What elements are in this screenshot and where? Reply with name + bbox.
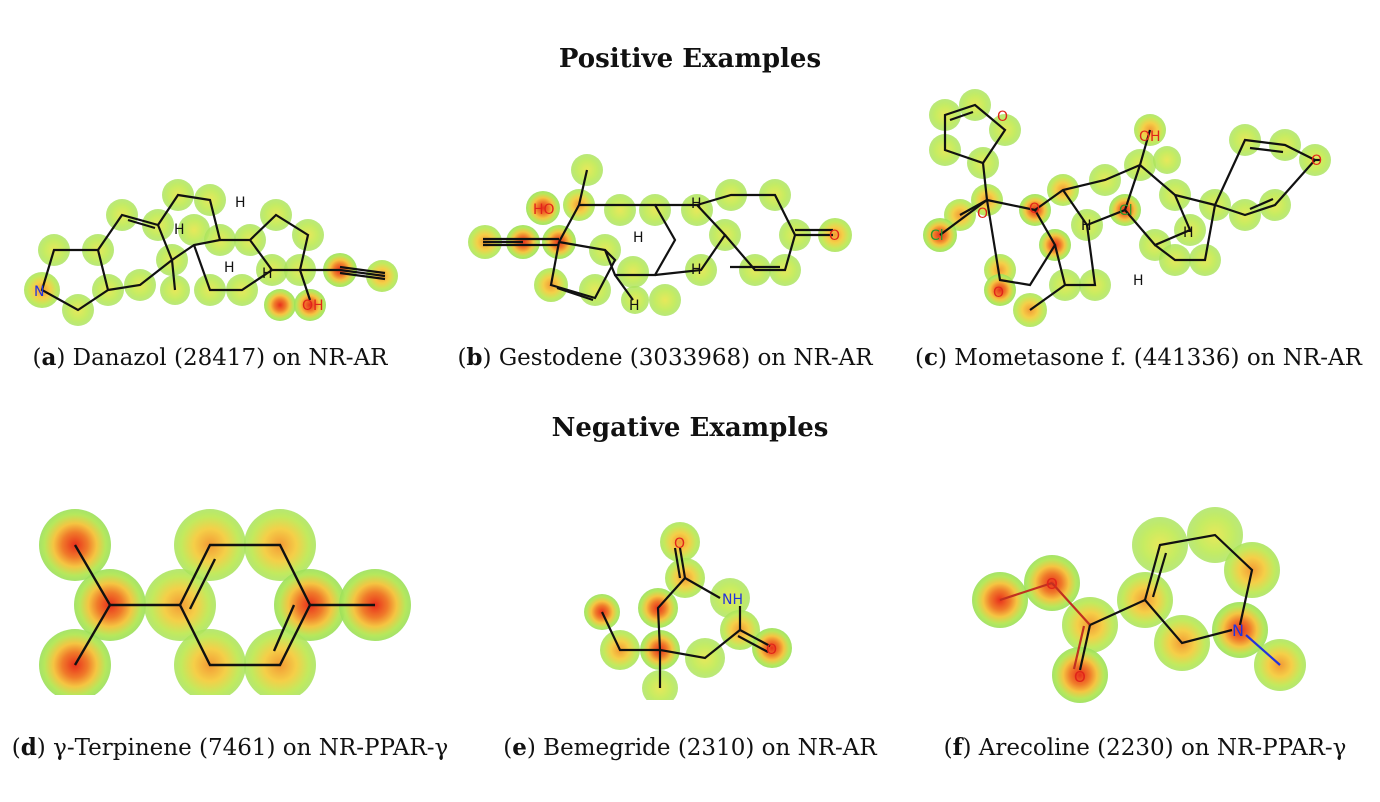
bonds	[483, 169, 833, 302]
carbonyl-oxygen-atom: O	[674, 536, 685, 552]
carbonyl-oxygen-atom: O	[1074, 668, 1086, 686]
caption-d-text: γ-Terpinene (7461) on NR-PPAR-γ	[53, 735, 449, 761]
hydrogen-label: H	[1081, 218, 1092, 234]
ester-oxygen-atom: O	[1029, 201, 1040, 217]
furan-oxygen-atom: O	[997, 109, 1008, 125]
negative-examples-title: Negative Examples	[551, 413, 829, 443]
caption-f-text: Arecoline (2230) on NR-PPAR-γ	[978, 735, 1347, 761]
hydrogen-label: H	[691, 262, 702, 278]
nitrogen-atom: N	[34, 284, 44, 300]
danazol-molecule-panel: N H H H H OH	[10, 170, 410, 340]
bonds	[999, 533, 1281, 671]
chlorine-atom: Cl	[930, 228, 944, 244]
caption-f: (f) Arecoline (2230) on NR-PPAR-γ	[943, 734, 1347, 761]
caption-c: (c) Mometasone f. (441336) on NR-AR	[915, 344, 1362, 371]
heatmap-blobs	[39, 509, 411, 695]
caption-a-text: Danazol (28417) on NR-AR	[72, 345, 388, 371]
enone-oxygen-atom: O	[1311, 153, 1322, 169]
gestodene-structure: HO H H H H O	[468, 154, 852, 316]
caption-c-text: Mometasone f. (441336) on NR-AR	[954, 345, 1362, 371]
hydroxyl-atom: OH	[1139, 129, 1161, 145]
terpinene-structure	[39, 509, 411, 695]
hydrogen-label: H	[691, 196, 702, 212]
bemegride-molecule-panel: O NH O	[580, 520, 800, 700]
ketone-oxygen-atom: O	[829, 228, 840, 244]
danazol-structure: N H H H H OH	[24, 179, 398, 326]
hydrogen-label: H	[629, 298, 640, 314]
heatmap-blobs	[584, 522, 792, 700]
ester-oxygen-atom: O	[1046, 575, 1058, 593]
hydrogen-label: H	[1183, 225, 1194, 241]
arecoline-structure: O O N	[972, 507, 1306, 703]
amide-nitrogen-atom: NH	[722, 592, 743, 608]
ketone-oxygen-atom: O	[993, 285, 1004, 301]
caption-d: (d) γ-Terpinene (7461) on NR-PPAR-γ	[11, 734, 449, 761]
mometasone-structure: OH O O O O O H H H Cl Cl	[923, 89, 1331, 327]
caption-e-text: Bemegride (2310) on NR-AR	[543, 735, 877, 761]
caption-a: (a) Danazol (28417) on NR-AR	[32, 344, 388, 371]
arecoline-molecule-panel: O O N	[970, 505, 1320, 705]
caption-b-text: Gestodene (3033968) on NR-AR	[498, 345, 873, 371]
heatmap-blobs	[972, 507, 1306, 703]
bonds	[40, 193, 386, 312]
caption-e: (e) Bemegride (2310) on NR-AR	[503, 734, 877, 761]
carbonyl-oxygen-atom: O	[766, 642, 777, 658]
hydrogen-label: H	[174, 222, 185, 238]
hydrogen-label: H	[1133, 273, 1144, 289]
amine-nitrogen-atom: N	[1232, 621, 1244, 640]
bonds	[601, 547, 771, 688]
ester-carbonyl-oxygen-atom: O	[977, 206, 988, 222]
hydrogen-label: H	[633, 230, 644, 246]
caption-b: (b) Gestodene (3033968) on NR-AR	[457, 344, 873, 371]
bonds	[939, 103, 1320, 311]
chlorine-atom: Cl	[1119, 203, 1133, 219]
bemegride-structure: O NH O	[584, 522, 792, 700]
mometasone-molecule-panel: OH O O O O O H H H Cl Cl	[915, 85, 1345, 335]
gestodene-molecule-panel: HO H H H H O	[455, 150, 875, 330]
hydroxyl-atom: OH	[302, 298, 324, 314]
hydrogen-label: H	[224, 260, 235, 276]
positive-examples-title: Positive Examples	[558, 44, 822, 74]
hydrogen-label: H	[262, 266, 273, 282]
terpinene-molecule-panel	[30, 505, 420, 695]
hydrogen-label: H	[235, 195, 246, 211]
hydroxyl-atom: HO	[533, 202, 555, 218]
bonds	[73, 543, 375, 667]
